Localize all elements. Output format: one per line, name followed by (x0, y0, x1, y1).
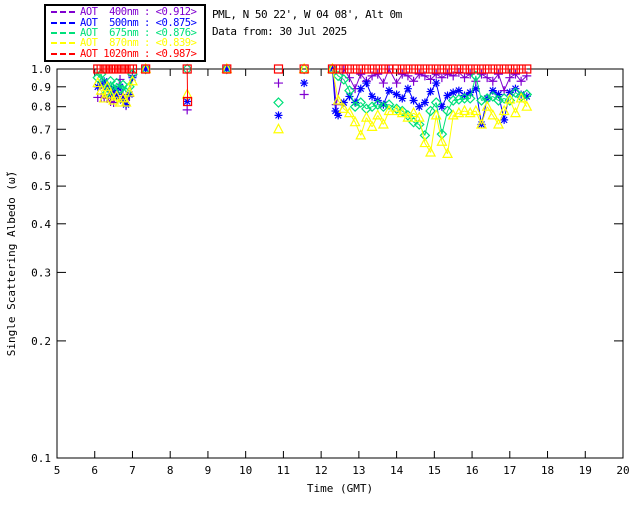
y-tick-label: 0.3 (31, 266, 51, 279)
y-tick-label: 0.2 (31, 335, 51, 348)
y-tick-label: 0.6 (31, 149, 51, 162)
x-tick-label: 13 (352, 464, 365, 477)
x-tick-label: 19 (579, 464, 592, 477)
y-tick-label: 0.8 (31, 101, 51, 114)
legend-item: AOT 500nm : <0.875> (51, 16, 204, 29)
series-markers-aot-500nm (93, 65, 531, 129)
legend-item: AOT 1020nm : <0.987> (51, 49, 204, 59)
legend-item: AOT 400nm : <0.912> (51, 7, 204, 17)
legend-item: AOT 870nm : <0.839> (51, 37, 204, 50)
legend-item-label: AOT 870nm : <0.839> (80, 37, 197, 50)
site-info: PML, N 50 22', W 04 08', Alt 0m (212, 8, 402, 21)
legend-dash-icon (51, 42, 75, 45)
legend-dash-icon (51, 11, 75, 14)
x-tick-label: 16 (465, 464, 478, 477)
x-tick-label: 11 (277, 464, 290, 477)
x-tick-label: 6 (91, 464, 98, 477)
x-tick-label: 15 (428, 464, 441, 477)
header-block: PML, N 50 22', W 04 08', Alt 0m Data fro… (212, 6, 402, 40)
series-markers-aot-1020nm (93, 64, 532, 107)
data-date: Data from: 30 Jul 2025 (212, 25, 347, 38)
x-tick-label: 12 (315, 464, 328, 477)
legend-dash-icon (51, 31, 75, 34)
y-tick-label: 0.7 (31, 123, 51, 136)
x-tick-label: 17 (503, 464, 516, 477)
x-axis-title: Time (GMT) (307, 482, 373, 495)
legend-item-label: AOT 400nm : <0.912> (80, 6, 197, 19)
y-tick-label: 0.5 (31, 180, 51, 193)
legend-item: AOT 675nm : <0.876> (51, 28, 204, 38)
x-tick-label: 8 (167, 464, 174, 477)
x-tick-label: 14 (390, 464, 404, 477)
y-tick-label: 1.0 (31, 63, 51, 76)
y-tick-label: 0.4 (31, 218, 51, 231)
x-tick-label: 7 (129, 464, 136, 477)
legend-dash-icon (51, 52, 75, 55)
legend-box: AOT 400nm : <0.912> AOT 500nm : <0.875> AO… (44, 4, 206, 62)
legend-item-label: AOT 1020nm : <0.987> (80, 47, 197, 60)
plot-frame (56, 68, 624, 459)
y-axis-title: Single Scattering Albedo (ω̃) (5, 171, 18, 356)
legend-item-label: AOT 500nm : <0.875> (80, 16, 197, 29)
x-tick-label: 18 (541, 464, 554, 477)
legend-item-label: AOT 675nm : <0.876> (80, 26, 197, 39)
series-line-aot-675nm (97, 68, 527, 136)
legend-dash-icon (51, 21, 75, 24)
x-tick-label: 5 (54, 464, 61, 477)
y-tick-label: 0.1 (31, 452, 51, 465)
series-line-aot-870nm (97, 68, 528, 155)
x-tick-label: 10 (239, 464, 252, 477)
series-markers-aot-675nm (92, 63, 533, 141)
x-tick-label: 20 (616, 464, 629, 477)
x-tick-label: 9 (205, 464, 212, 477)
y-tick-label: 0.9 (31, 81, 51, 94)
